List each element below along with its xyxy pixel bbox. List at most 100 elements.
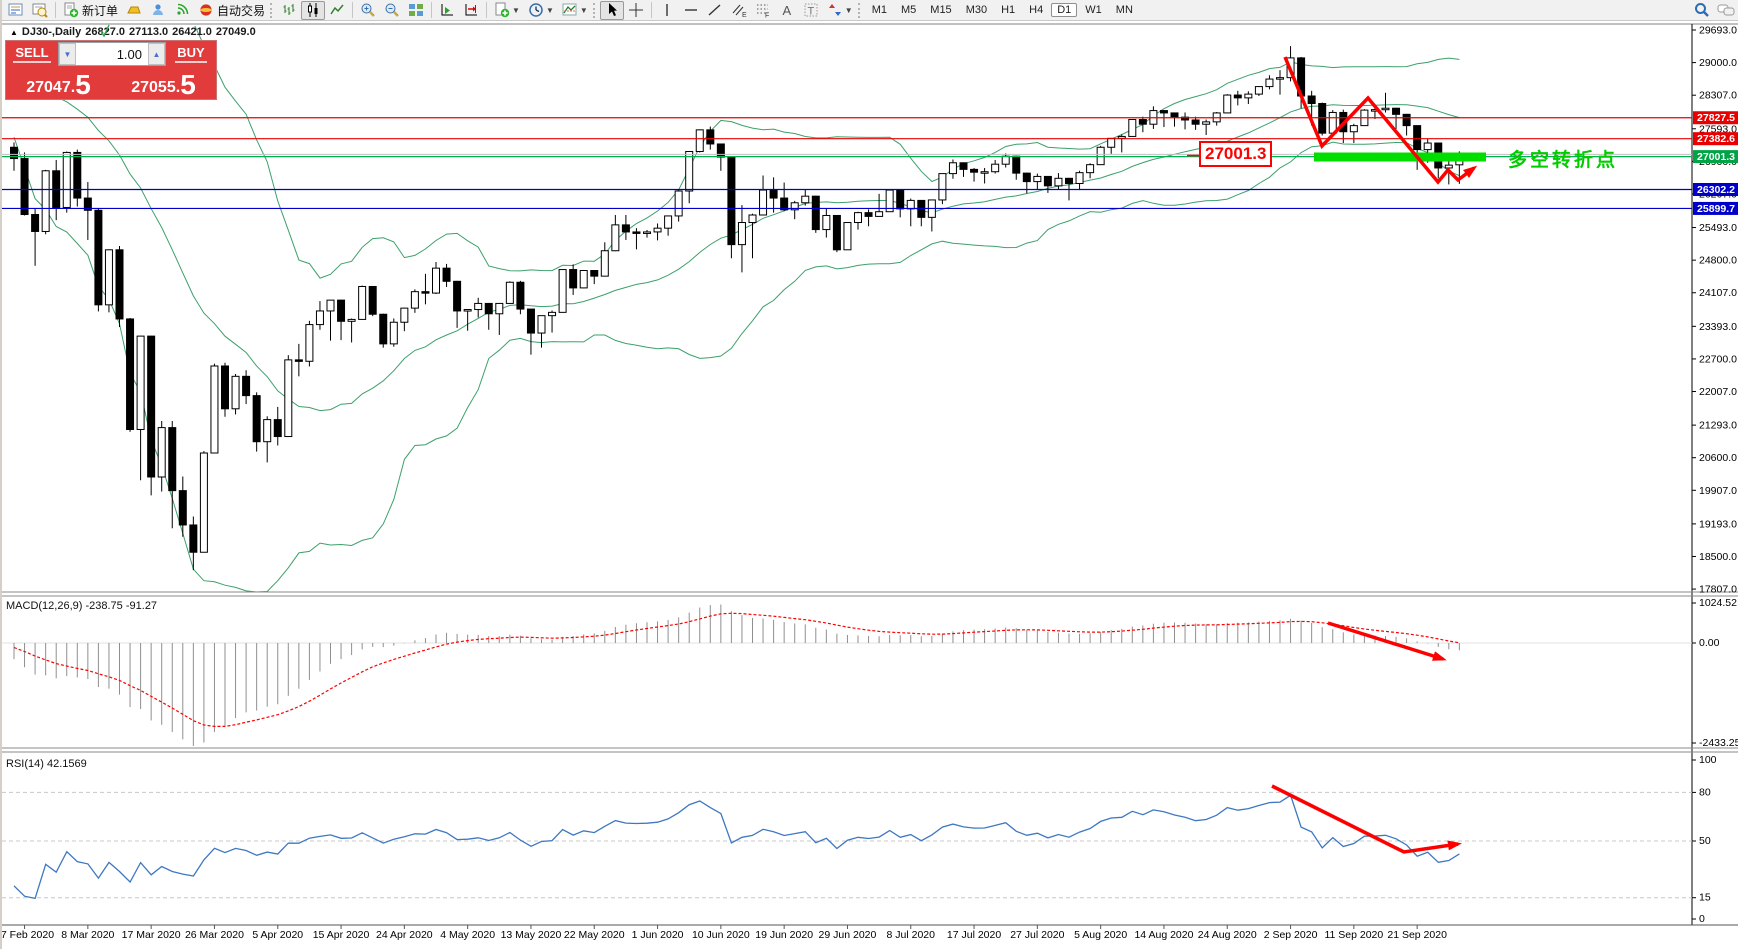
price-level-annotation[interactable]: 27001.3 [1199,141,1273,167]
candle [221,365,229,410]
timeframe-M1[interactable]: M1 [871,4,887,16]
svg-text:22700.0: 22700.0 [1699,353,1737,365]
line-chart-mode-button[interactable] [325,1,349,20]
cursor-tool-button[interactable] [599,0,624,20]
rsi-name: RSI(14) [6,758,44,770]
turning-point-annotation[interactable]: 多空转折点 [1508,150,1619,171]
volume-decrease-button[interactable]: ▼ [59,43,76,65]
templates-button[interactable]: ▼ [490,1,524,20]
zoom-out-button[interactable] [380,1,404,20]
candle [1170,112,1179,118]
candle [716,143,725,158]
toolbar-separator [352,2,354,18]
macd-arrow-annotation[interactable] [1327,621,1447,661]
candle [875,211,884,217]
bar-chart-mode-button[interactable] [277,1,301,20]
signals-button[interactable] [170,1,194,20]
date-label: 26 Mar 2020 [185,929,244,941]
buy-price-sep: . [175,79,181,96]
candle [1138,119,1147,125]
svg-text:25493.0: 25493.0 [1699,222,1737,234]
timeframe-D1[interactable]: D1 [1051,3,1078,17]
candle [1191,119,1200,125]
buy-price-frac: 5 [180,68,196,100]
text-tool-button[interactable]: A [775,1,799,20]
trendline-icon [708,4,721,16]
search-button[interactable] [1690,1,1714,20]
volume-input[interactable]: 1.00 [76,43,148,65]
timeframe-H4[interactable]: H4 [1029,4,1044,16]
candle [1107,137,1116,148]
buy-button[interactable]: BUY [166,41,216,67]
rsi-arrow-annotation[interactable] [1271,784,1462,854]
symbol-collapse-icon[interactable]: ▲ [10,27,18,37]
chart-shift-icon [465,4,478,16]
tile-windows-button[interactable] [404,1,428,20]
fibonacci-tool-button[interactable]: F [751,1,775,20]
svg-text:28307.0: 28307.0 [1699,90,1737,102]
timeframe-MN[interactable]: MN [1115,4,1133,16]
date-label: 15 Apr 2020 [313,929,370,941]
candle [1065,177,1073,184]
sell-price[interactable]: 27047. 5 [6,67,111,99]
candle [379,313,388,345]
date-label: 8 Mar 2020 [61,929,114,941]
timeframe-H1[interactable]: H1 [1001,4,1016,16]
chart-area[interactable]: 29693.029000.028307.027593.026900.026207… [2,22,1738,949]
autotrading-button[interactable]: 自动交易 [194,1,269,20]
candle [1392,107,1401,115]
dropdown-caret-icon: ▼ [545,5,554,15]
crosshair-tool-button[interactable] [624,1,648,20]
svg-text:18500.0: 18500.0 [1699,551,1737,563]
date-label: 17 Mar 2020 [122,929,181,941]
buy-price[interactable]: 27055. 5 [111,67,216,99]
candle [1096,146,1105,166]
auto-scroll-icon [441,4,454,16]
horizontal-line-tool-button[interactable] [679,1,703,20]
auto-scroll-button[interactable] [435,1,459,20]
timeframe-M15[interactable]: M15 [930,4,952,16]
new-order-button[interactable]: 新订单 [59,1,122,20]
candle [1043,175,1052,187]
candle [1117,135,1126,139]
timeframe-W1[interactable]: W1 [1085,4,1102,16]
candle [263,419,272,443]
candlestick-mode-button[interactable] [301,0,326,20]
volume-increase-button[interactable]: ▲ [148,43,165,65]
candle [685,150,694,192]
zoom-in-button[interactable] [356,1,380,20]
timeframe-dropdown-button[interactable]: ▼ [524,1,558,20]
candle [347,318,356,322]
tile-windows-icon [409,4,424,16]
candle [980,171,989,174]
candle [1276,77,1284,80]
indicators-button[interactable]: ▼ [558,1,592,20]
candle [252,395,261,443]
svg-text:19193.0: 19193.0 [1699,518,1737,530]
timeframe-M30[interactable]: M30 [965,4,988,16]
community-button[interactable] [146,1,170,20]
candle [1381,107,1390,111]
market-watch-button[interactable] [4,1,28,20]
chart-shift-button[interactable] [459,1,483,20]
equidistant-channel-tool-button[interactable]: E [727,1,751,20]
toolbar-grip [857,2,862,18]
toolbar-grip [592,2,597,18]
arrows-tool-button[interactable]: ▼ [823,1,857,20]
highlight-bar-annotation[interactable] [1314,152,1486,162]
depth-of-market-button[interactable] [122,1,146,20]
vertical-line-tool-button[interactable] [655,1,679,20]
trend-zigzag-annotation[interactable] [1283,56,1478,185]
candle [305,324,314,362]
timeframe-M5[interactable]: M5 [901,4,917,16]
trendline-tool-button[interactable] [703,1,727,20]
svg-text:27382.6: 27382.6 [1697,133,1735,145]
line-chart-icon [330,4,344,15]
chat-button[interactable] [1714,1,1738,20]
sell-button[interactable]: SELL [6,41,58,67]
candle [1307,95,1316,105]
bar-chart-icon [283,4,295,15]
candle [1423,142,1432,151]
strategy-tester-button[interactable] [28,1,52,20]
label-tool-button[interactable]: T [799,1,823,20]
